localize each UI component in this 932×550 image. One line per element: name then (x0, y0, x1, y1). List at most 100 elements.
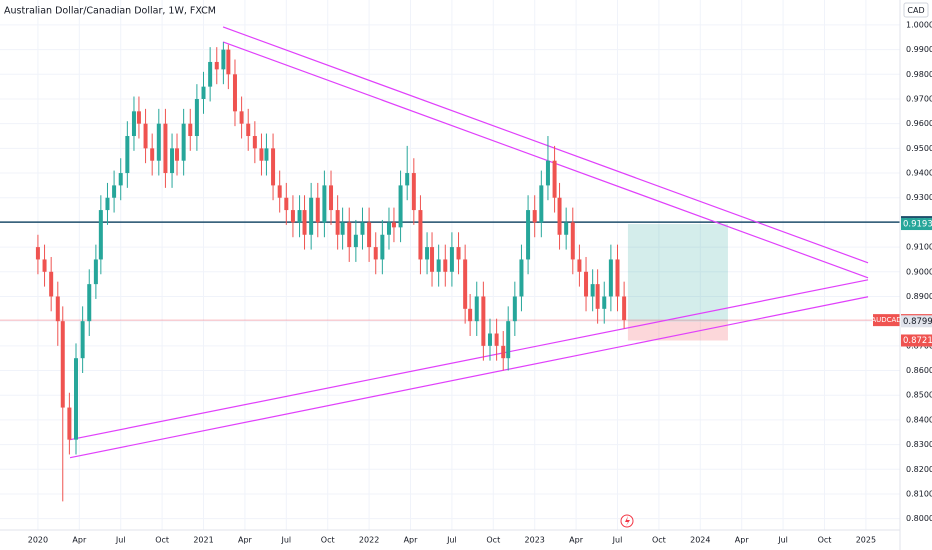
candle-body (391, 222, 396, 228)
candle-body (246, 123, 251, 137)
candle-body (353, 234, 358, 248)
candle-body (519, 259, 524, 297)
x-tick-label: Oct (818, 536, 832, 545)
candle-body (49, 271, 54, 297)
candle-body (468, 308, 473, 322)
x-tick-label: Jul (446, 536, 457, 545)
candle-body (506, 321, 511, 359)
x-tick-label: Jul (280, 536, 291, 545)
candle-body (443, 259, 448, 272)
candle-body (487, 333, 492, 346)
candle-body (474, 296, 479, 322)
currency: CAD (907, 6, 924, 15)
candle-body (208, 61, 213, 87)
candle-body (380, 234, 385, 260)
candle-body (373, 247, 378, 260)
candle-body (170, 148, 175, 174)
candle-body (386, 222, 391, 235)
trendline (222, 41, 869, 279)
price-tag-label: 0.91934 (903, 220, 932, 230)
x-tick-label: Apr (238, 536, 253, 545)
candle-body (302, 210, 307, 235)
price-tag (901, 218, 932, 231)
x-tick-label: Apr (72, 536, 87, 545)
candle-body (125, 136, 130, 174)
symbol-tag (873, 314, 900, 327)
x-tick-label: Jul (777, 536, 788, 545)
candle-body (277, 185, 282, 198)
candle-body (87, 284, 92, 322)
candle-body (425, 247, 430, 260)
candle-body (360, 222, 365, 235)
candle-body (449, 247, 454, 272)
x-tick-label: 2024 (690, 536, 710, 545)
candle-body (526, 210, 531, 260)
candle-body (463, 259, 468, 309)
candle-body (112, 185, 117, 198)
candle-body (340, 222, 345, 235)
candle-body (411, 173, 416, 211)
x-tick-label: 2021 (193, 536, 213, 545)
candle-body (80, 321, 85, 359)
candle-body (150, 148, 155, 161)
candle-body (232, 74, 237, 112)
candle-body (481, 296, 486, 346)
candles (35, 42, 627, 502)
candle-body (418, 210, 423, 260)
candle-body (136, 111, 141, 124)
candle-body (42, 259, 47, 272)
candle-body (226, 49, 231, 75)
candle-body (405, 173, 410, 186)
candle-body (539, 185, 544, 223)
candle-body (188, 123, 193, 137)
chart-title: Australian Dollar/Canadian Dollar, 1W, F… (4, 6, 216, 17)
x-tick-label: Oct (321, 536, 335, 545)
candle-body (557, 197, 562, 235)
y-tick-label: 1.00000 (906, 20, 932, 29)
candle-body (93, 259, 98, 285)
candle-body (252, 136, 257, 149)
candle-body (456, 247, 461, 260)
candle-body (622, 296, 627, 321)
candle-body (564, 222, 569, 235)
x-tick-label: Oct (155, 536, 169, 545)
candle-body (105, 197, 110, 211)
candle-body (436, 259, 441, 272)
candle-body (175, 148, 180, 161)
x-tick-label: Apr (569, 536, 584, 545)
candle-body (264, 148, 269, 161)
candle-body (290, 210, 295, 223)
candle-body (335, 210, 340, 235)
symbol-label: AUDCAD (871, 316, 901, 324)
trendline (222, 26, 869, 264)
candle-body (74, 358, 79, 440)
candle-body (577, 259, 582, 272)
candle-body (315, 197, 320, 223)
candle-body (118, 173, 123, 186)
candle-body (271, 148, 276, 186)
candle-body (501, 345, 506, 359)
currency-box (903, 2, 929, 18)
candle-body (239, 111, 244, 124)
candle-body (512, 296, 517, 322)
candle-body (602, 296, 607, 309)
candle-body (347, 222, 352, 248)
candle-body (98, 210, 103, 260)
candle-body (494, 333, 499, 346)
event-bolt (625, 516, 630, 526)
candle-body (329, 185, 334, 211)
candle-body (131, 111, 136, 137)
price-tag (901, 315, 932, 328)
candle-body (398, 185, 403, 228)
candle-body (156, 123, 161, 161)
